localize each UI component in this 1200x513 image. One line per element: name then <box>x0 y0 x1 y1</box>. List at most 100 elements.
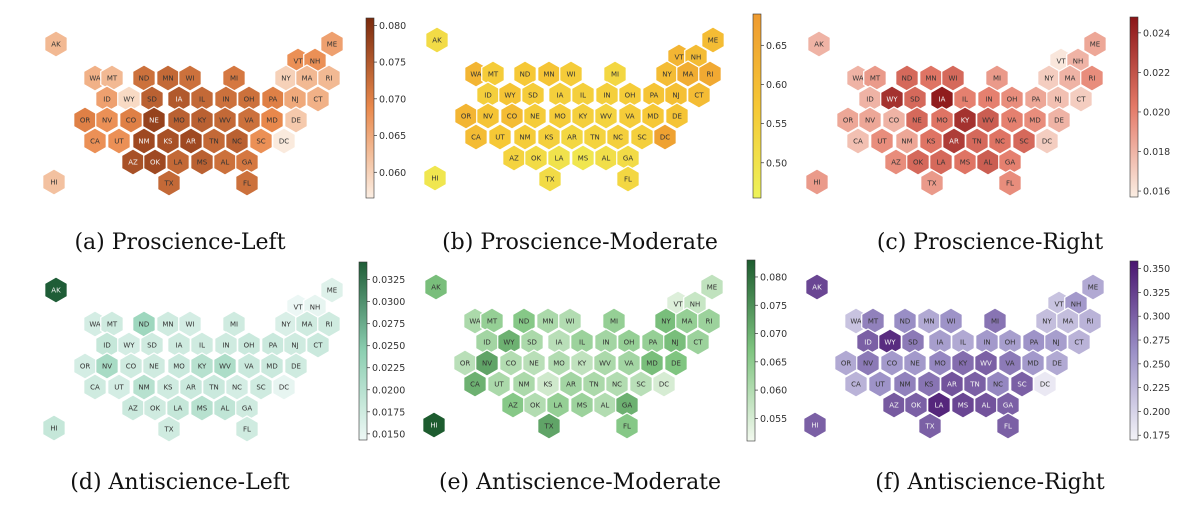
state-label: WV <box>982 117 994 125</box>
hex-cell <box>606 123 630 151</box>
state-hex-wv: WV <box>594 102 618 130</box>
hex-cell <box>44 276 68 304</box>
hex-cell <box>142 106 166 134</box>
state-label: ME <box>327 287 337 295</box>
state-label: IA <box>556 339 563 347</box>
colorbar-tick-label: 0.175 <box>1143 431 1170 442</box>
hex-cell <box>893 307 917 335</box>
colorbar-tick-label: 0.060 <box>379 168 406 179</box>
state-hex-ar: AR <box>940 370 964 398</box>
state-hex-la: LA <box>929 148 953 176</box>
state-label: WA <box>89 321 101 329</box>
state-label: WA <box>89 75 101 83</box>
state-hex-il: IL <box>570 328 594 356</box>
colorbar-tick-label: 0.075 <box>760 301 787 312</box>
state-hex-sd: SD <box>140 85 164 113</box>
state-label: LA <box>554 402 563 410</box>
state-hex-me: ME <box>320 276 344 304</box>
state-hex-la: LA <box>546 391 570 419</box>
panel-caption: (e) Antiscience-Moderate <box>438 470 722 495</box>
hex-cell <box>317 310 341 338</box>
state-hex-il: IL <box>571 81 595 109</box>
colorbar-tick-label: 0.024 <box>1143 28 1170 39</box>
state-hex-ri: RI <box>317 310 341 338</box>
state-label: ME <box>707 284 717 292</box>
state-label: WV <box>980 360 992 368</box>
state-label: OR <box>461 113 472 121</box>
hex-cell <box>306 331 330 359</box>
state-label: AZ <box>509 155 519 163</box>
state-label: WY <box>503 339 515 347</box>
state-label: ID <box>103 96 110 104</box>
colorbar-tick-label: 0.080 <box>760 272 787 283</box>
hex-cell <box>100 64 124 92</box>
state-hex-va: VA <box>998 349 1022 377</box>
state-label: WI <box>947 318 956 326</box>
state-hex-tx: TX <box>157 415 181 443</box>
state-hex-ga: GA <box>998 148 1022 176</box>
state-label: MD <box>646 360 657 368</box>
state-hex-dc: DC <box>272 127 296 155</box>
state-label: CA <box>853 138 863 146</box>
state-label: UT <box>114 138 124 146</box>
state-label: NJ <box>1054 96 1061 104</box>
state-hex-oh: OH <box>618 81 642 109</box>
state-hex-fl: FL <box>616 165 640 193</box>
state-hex-ne: NE <box>142 352 166 380</box>
state-label: TN <box>588 381 599 389</box>
state-label: MN <box>162 75 173 83</box>
state-hex-ct: CT <box>1069 85 1093 113</box>
state-label: AR <box>566 381 576 389</box>
state-label: KS <box>543 381 553 389</box>
hex-cell <box>858 106 882 134</box>
state-label: NJ <box>672 92 679 100</box>
state-label: PA <box>649 339 658 347</box>
state-label: MS <box>197 159 208 167</box>
state-hex-nd: ND <box>132 64 156 92</box>
state-label: NJ <box>1052 339 1059 347</box>
state-hex-ak: AK <box>44 276 68 304</box>
hex-cell <box>1080 64 1104 92</box>
state-label: VT <box>293 304 303 312</box>
state-hex-ri: RI <box>317 64 341 92</box>
hex-cell <box>546 391 570 419</box>
hex-cell <box>512 370 536 398</box>
state-label: OH <box>1007 96 1018 104</box>
state-label: NE <box>149 363 159 371</box>
state-label: NY <box>1042 318 1052 326</box>
state-label: GA <box>1003 402 1013 410</box>
state-label: HI <box>430 422 437 430</box>
hex-cell <box>594 102 618 130</box>
hex-cell <box>132 373 156 401</box>
state-hex-nm: NM <box>513 123 537 151</box>
state-label: MA <box>683 71 694 79</box>
state-hex-md: MD <box>1021 349 1045 377</box>
state-label: IA <box>557 92 564 100</box>
state-label: RI <box>706 318 713 326</box>
state-hex-mn: MN <box>917 307 941 335</box>
state-label: CO <box>126 117 137 125</box>
state-label: CT <box>694 92 704 100</box>
state-label: ND <box>139 321 150 329</box>
hex-cell <box>1021 349 1045 377</box>
state-label: NH <box>1071 301 1082 309</box>
state-hex-de: DE <box>1045 349 1069 377</box>
state-label: DE <box>291 363 301 371</box>
state-label: SC <box>636 381 645 389</box>
state-hex-nd: ND <box>132 310 156 338</box>
state-label: CT <box>313 342 323 350</box>
colorbar-tick-label: 0.0250 <box>372 341 405 352</box>
state-hex-wv: WV <box>974 349 998 377</box>
state-label: MT <box>107 321 118 329</box>
state-label: TN <box>969 381 980 389</box>
state-hex-ne: NE <box>522 349 546 377</box>
state-label: UT <box>495 134 505 142</box>
state-label: ND <box>902 75 913 83</box>
hex-cell <box>480 307 504 335</box>
hex-cell <box>538 165 562 193</box>
hex-cell <box>697 307 721 335</box>
hex-cell <box>570 328 594 356</box>
state-hex-ca: CA <box>464 123 488 151</box>
